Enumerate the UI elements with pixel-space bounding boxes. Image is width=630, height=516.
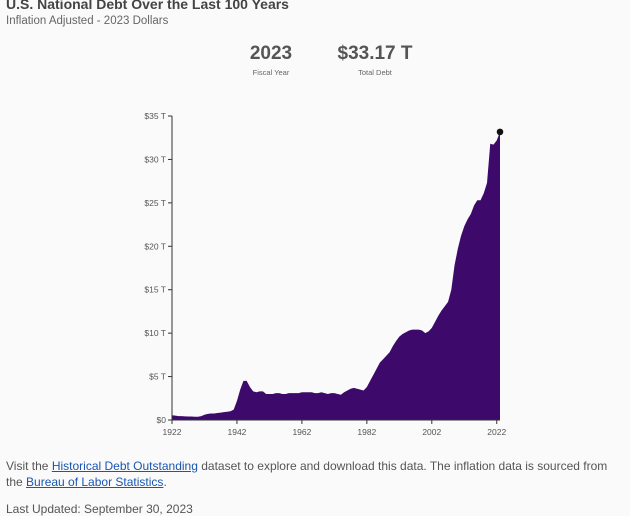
- debt-area: [172, 131, 500, 420]
- chart-subtitle: Inflation Adjusted - 2023 Dollars: [6, 15, 169, 27]
- y-tick-label: $0: [157, 415, 167, 425]
- y-tick-label: $25 T: [144, 198, 166, 208]
- fiscal-year-stat: 2023 Fiscal Year: [236, 43, 306, 77]
- y-tick-label: $5 T: [149, 372, 166, 382]
- x-tick-label: 1942: [227, 427, 246, 437]
- fiscal-year-value: 2023: [249, 43, 293, 64]
- x-tick-label: 2022: [487, 427, 506, 437]
- chart-title: U.S. National Debt Over the Last 100 Yea…: [6, 0, 289, 12]
- historical-debt-link[interactable]: Historical Debt Outstanding: [51, 459, 198, 473]
- footer-note: Visit the Historical Debt Outstanding da…: [6, 458, 626, 490]
- x-tick-label: 1962: [292, 427, 311, 437]
- footer-text-middle: dataset to explore and download this dat…: [6, 459, 608, 489]
- y-tick-label: $10 T: [144, 328, 166, 338]
- footer-text-end: .: [163, 475, 167, 489]
- fiscal-year-label: Fiscal Year: [252, 68, 290, 77]
- last-updated: Last Updated: September 30, 2023: [6, 502, 193, 516]
- y-tick-label: $15 T: [144, 285, 166, 295]
- y-tick-label: $30 T: [144, 154, 166, 164]
- debt-area-chart: $0 $5 T $10 T $15 T $20 T $25 T $30 T $35 T 1922…: [144, 111, 506, 437]
- total-debt-value: $33.17 T: [337, 43, 413, 64]
- total-debt-label: Total Debt: [358, 68, 392, 77]
- x-tick-label: 2002: [422, 427, 441, 437]
- bls-link[interactable]: Bureau of Labor Statistics: [26, 475, 164, 489]
- y-tick-label: $35 T: [144, 111, 166, 121]
- current-debt-point: [496, 128, 504, 136]
- x-tick-label: 1982: [357, 427, 376, 437]
- total-debt-stat: $33.17 T Total Debt: [330, 43, 420, 77]
- y-tick-label: $20 T: [144, 241, 166, 251]
- footer-text-start: Visit the: [6, 459, 52, 473]
- x-tick-label: 1922: [163, 427, 182, 437]
